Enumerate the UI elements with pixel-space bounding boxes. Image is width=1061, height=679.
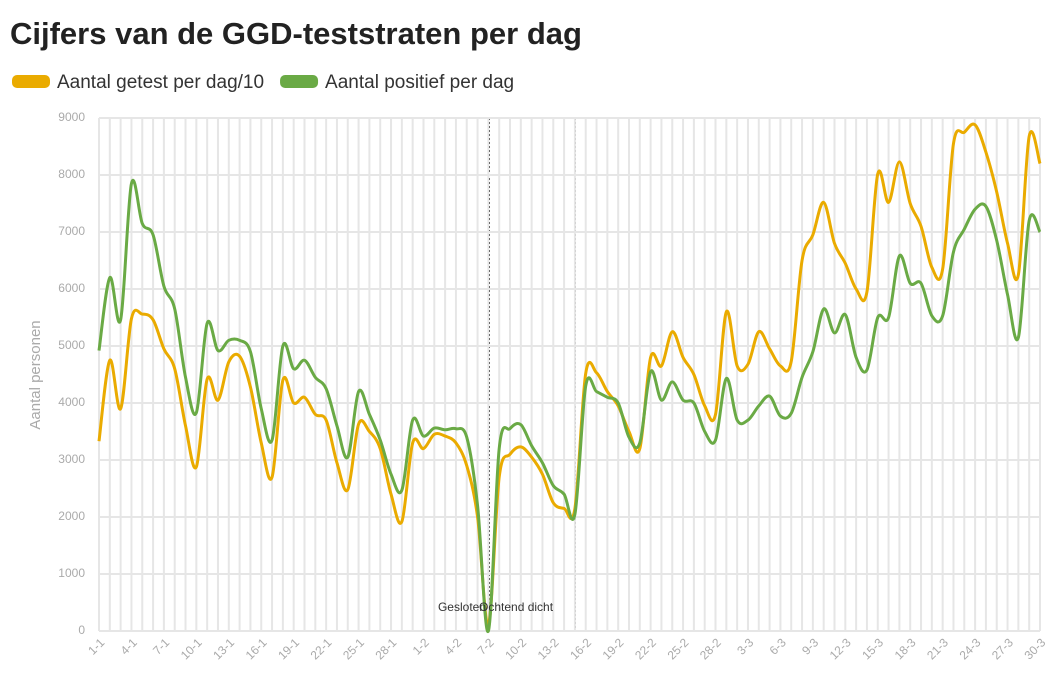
legend-swatch — [12, 75, 50, 88]
x-tick-label: 30-3 — [1021, 635, 1048, 662]
y-tick-label: 0 — [78, 623, 85, 637]
x-tick-label: 7-2 — [475, 635, 497, 657]
x-tick-label: 22-2 — [632, 635, 659, 662]
x-tick-label: 16-1 — [243, 635, 270, 662]
x-tick-label: 13-2 — [535, 635, 562, 662]
y-tick-label: 6000 — [58, 281, 85, 295]
y-tick-label: 8000 — [58, 167, 85, 181]
x-tick-label: 18-3 — [892, 635, 919, 662]
x-tick-label: 21-3 — [924, 635, 951, 662]
y-axis-label: Aantal personen — [27, 320, 44, 429]
x-tick-label: 6-3 — [767, 635, 789, 657]
y-tick-label: 2000 — [58, 509, 85, 523]
legend-label: Aantal positief per dag — [325, 72, 514, 93]
y-tick-label: 3000 — [58, 452, 85, 466]
x-tick-label: 27-3 — [989, 635, 1016, 662]
annotation: Gesloten — [438, 600, 486, 614]
y-tick-label: 1000 — [58, 566, 85, 580]
y-tick-label: 7000 — [58, 224, 85, 238]
x-tick-label: 15-3 — [859, 635, 886, 662]
x-tick-label: 13-1 — [210, 635, 237, 662]
chart-title: Cijfers van de GGD-teststraten per dag — [10, 16, 582, 51]
x-tick-label: 16-2 — [567, 635, 594, 662]
series-line — [97, 178, 1042, 633]
y-tick-label: 9000 — [58, 110, 85, 124]
x-tick-label: 28-2 — [697, 635, 724, 662]
x-tick-label: 9-3 — [799, 635, 821, 657]
x-tick-label: 24-3 — [957, 635, 984, 662]
x-tick-label: 28-1 — [373, 635, 400, 662]
y-tick-label: 4000 — [58, 395, 85, 409]
x-tick-label: 22-1 — [308, 635, 335, 662]
x-tick-label: 10-2 — [502, 635, 529, 662]
legend-swatch — [280, 75, 319, 88]
x-tick-label: 3-3 — [734, 635, 756, 657]
annotation: Ochtend dicht — [479, 600, 554, 614]
x-tick-label: 7-1 — [150, 635, 172, 657]
x-tick-label: 10-1 — [178, 635, 205, 662]
x-tick-label: 19-1 — [275, 635, 302, 662]
x-tick-label: 1-2 — [410, 635, 432, 657]
x-tick-label: 4-2 — [442, 635, 464, 657]
x-tick-label: 25-1 — [340, 635, 367, 662]
x-tick-label: 1-1 — [85, 635, 107, 657]
legend-label: Aantal getest per dag/10 — [57, 72, 264, 93]
x-tick-label: 12-3 — [827, 635, 854, 662]
x-tick-label: 4-1 — [118, 635, 140, 657]
x-tick-label: 25-2 — [665, 635, 692, 662]
x-tick-label: 19-2 — [600, 635, 627, 662]
y-tick-label: 5000 — [58, 338, 85, 352]
